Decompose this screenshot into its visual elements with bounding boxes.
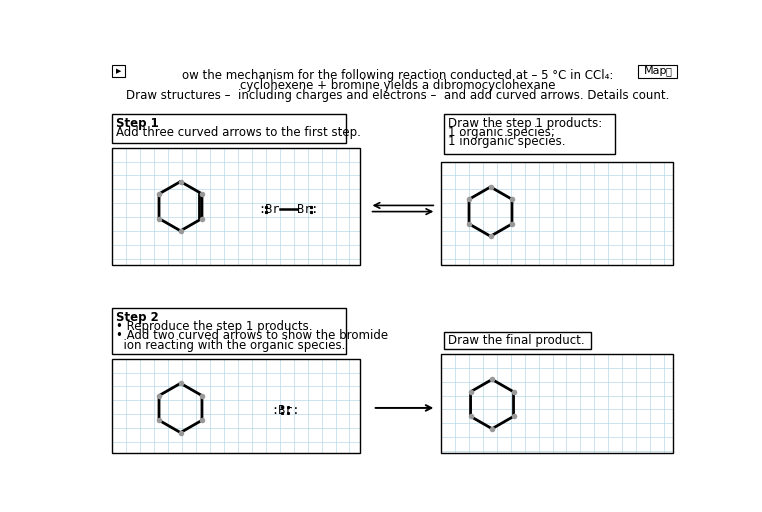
Bar xyxy=(112,147,360,265)
Bar xyxy=(444,114,614,154)
Bar xyxy=(112,359,360,453)
Bar xyxy=(444,332,591,349)
Bar xyxy=(112,65,125,77)
Text: :Br: :Br xyxy=(258,203,280,216)
Text: ow the mechanism for the following reaction conducted at – 5 °C in CCl₄:: ow the mechanism for the following react… xyxy=(182,69,613,82)
Text: • Add two curved arrows to show the bromide: • Add two curved arrows to show the brom… xyxy=(116,329,389,343)
Text: Add three curved arrows to the first step.: Add three curved arrows to the first ste… xyxy=(116,126,361,139)
Text: ⛲: ⛲ xyxy=(666,67,671,76)
Text: cyclohexene + bromine yields a dibromocyclohexane: cyclohexene + bromine yields a dibromocy… xyxy=(240,79,555,92)
Text: Step 2: Step 2 xyxy=(116,311,159,324)
Bar xyxy=(112,114,347,143)
Text: Map: Map xyxy=(644,67,668,76)
Text: Br:: Br: xyxy=(296,203,318,216)
Text: ▶: ▶ xyxy=(116,68,121,74)
Bar xyxy=(441,162,674,265)
Bar xyxy=(638,65,677,78)
Text: Draw the final product.: Draw the final product. xyxy=(448,334,584,347)
Bar xyxy=(441,354,674,453)
Text: Draw the step 1 products:: Draw the step 1 products: xyxy=(448,117,602,130)
Text: :Br:: :Br: xyxy=(271,404,299,417)
Text: 1 organic species;: 1 organic species; xyxy=(448,126,555,139)
Text: • Reproduce the step 1 products.: • Reproduce the step 1 products. xyxy=(116,320,312,333)
Text: 1 inorganic species.: 1 inorganic species. xyxy=(448,135,565,148)
Text: Step 1: Step 1 xyxy=(116,117,159,130)
Bar xyxy=(112,308,347,354)
Text: ion reacting with the organic species.: ion reacting with the organic species. xyxy=(116,338,345,352)
Text: Draw structures –  including charges and electrons –  and add curved arrows. Det: Draw structures – including charges and … xyxy=(126,89,669,102)
